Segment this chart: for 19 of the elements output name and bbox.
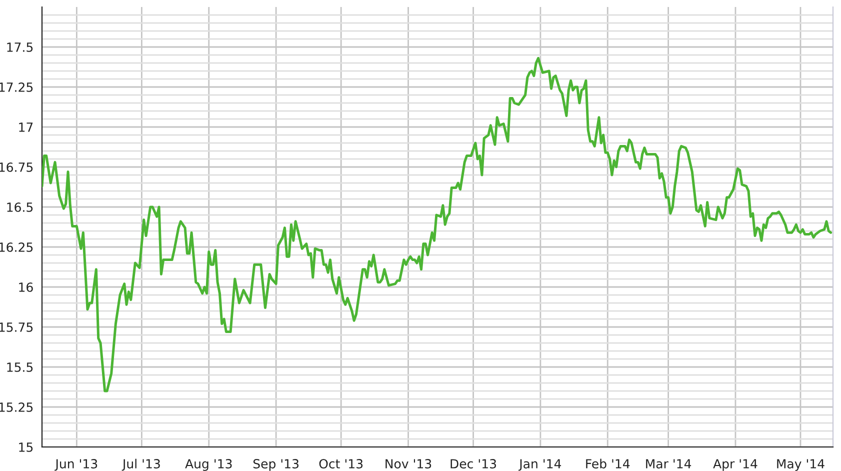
x-tick-label: Jul '13 xyxy=(122,458,160,471)
line-series xyxy=(42,56,832,392)
x-tick-label: Aug '13 xyxy=(185,459,232,471)
x-tick-label: Mar '14 xyxy=(646,459,692,468)
x-tick-label: Apr '14 xyxy=(713,459,758,471)
x-tick-label: Dec '13 xyxy=(450,459,496,468)
y-tick-label: 15.5 xyxy=(7,362,33,372)
y-tick-label: 17 xyxy=(19,122,33,132)
x-tick-label: Feb '14 xyxy=(586,458,630,468)
y-tick-label: 15 xyxy=(19,442,33,452)
x-tick-label: Jan '14 xyxy=(518,459,562,471)
y-tick-label: 16 xyxy=(19,282,33,292)
y-tick-label: 16.5 xyxy=(7,202,33,212)
x-tick-label: Jun '13 xyxy=(54,459,98,471)
x-tick-label: Oct '13 xyxy=(319,459,363,468)
x-tick-label: Nov '13 xyxy=(386,459,432,468)
y-tick-label: 17.5 xyxy=(7,42,33,52)
x-tick-label: May '14 xyxy=(777,459,824,471)
x-tick-label: Sep '13 xyxy=(253,459,298,471)
